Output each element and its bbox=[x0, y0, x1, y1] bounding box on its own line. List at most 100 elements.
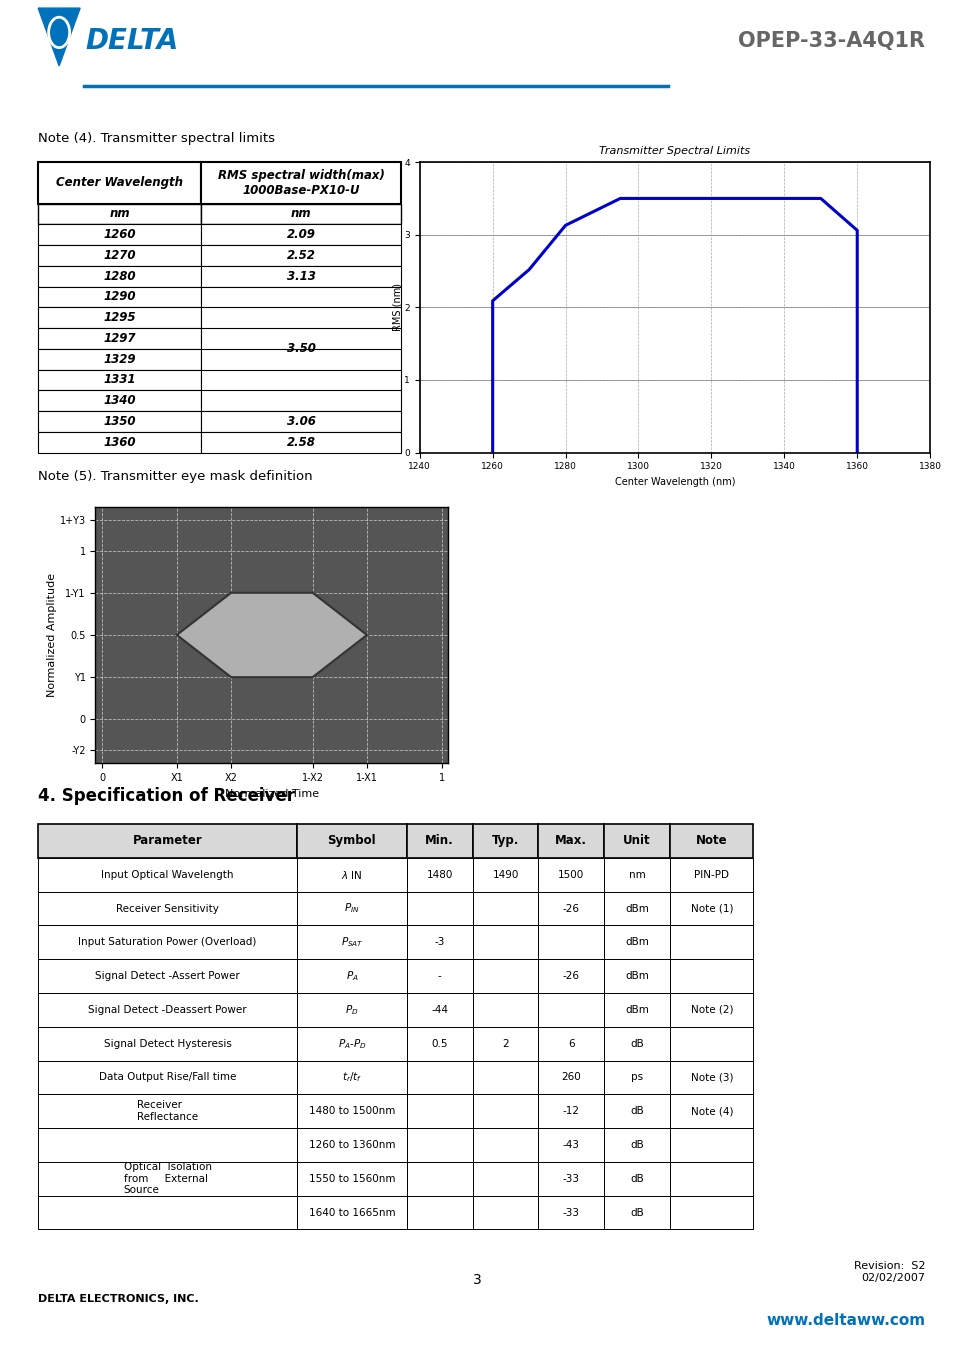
Bar bbox=[201, 162, 400, 204]
Text: Min.: Min. bbox=[425, 835, 454, 847]
Bar bbox=[669, 858, 753, 892]
Bar bbox=[38, 892, 296, 925]
Bar bbox=[537, 925, 603, 959]
Bar bbox=[38, 824, 296, 858]
Text: Note (1): Note (1) bbox=[690, 904, 732, 913]
Text: dB: dB bbox=[630, 1174, 643, 1183]
Bar bbox=[38, 1061, 296, 1094]
Bar bbox=[603, 858, 669, 892]
Bar bbox=[537, 858, 603, 892]
Text: 2: 2 bbox=[501, 1039, 508, 1048]
Text: Note (3): Note (3) bbox=[690, 1073, 732, 1082]
Bar bbox=[472, 1128, 537, 1162]
Text: -12: -12 bbox=[562, 1106, 579, 1116]
Bar bbox=[669, 824, 753, 858]
Text: 1340: 1340 bbox=[103, 394, 136, 407]
Text: Max.: Max. bbox=[555, 835, 587, 847]
Text: 2.52: 2.52 bbox=[286, 249, 315, 262]
Bar bbox=[406, 1162, 472, 1196]
Bar bbox=[669, 1128, 753, 1162]
Bar bbox=[669, 959, 753, 993]
Y-axis label: RMS (nm): RMS (nm) bbox=[393, 284, 402, 331]
Text: nm: nm bbox=[628, 870, 645, 880]
Text: dBm: dBm bbox=[624, 938, 648, 947]
Text: 4. Specification of Receiver: 4. Specification of Receiver bbox=[38, 786, 294, 805]
Bar bbox=[537, 892, 603, 925]
Text: OPEP-33-A4Q1R: OPEP-33-A4Q1R bbox=[738, 31, 924, 50]
Bar bbox=[201, 224, 400, 245]
X-axis label: Center Wavelength (nm): Center Wavelength (nm) bbox=[614, 477, 735, 486]
Text: dB: dB bbox=[630, 1039, 643, 1048]
Bar bbox=[201, 204, 400, 224]
Bar bbox=[406, 959, 472, 993]
Bar bbox=[537, 1196, 603, 1229]
Text: dB: dB bbox=[630, 1140, 643, 1150]
Bar bbox=[296, 959, 406, 993]
Bar bbox=[296, 1027, 406, 1061]
Text: Signal Detect Hysteresis: Signal Detect Hysteresis bbox=[104, 1039, 232, 1048]
Text: $P_A$-$P_D$: $P_A$-$P_D$ bbox=[337, 1036, 366, 1051]
Bar bbox=[603, 824, 669, 858]
Bar bbox=[406, 824, 472, 858]
Bar bbox=[669, 1027, 753, 1061]
Bar bbox=[669, 925, 753, 959]
Text: 3: 3 bbox=[472, 1273, 481, 1288]
Bar bbox=[603, 1094, 669, 1128]
Text: Input Optical Wavelength: Input Optical Wavelength bbox=[101, 870, 233, 880]
Title: Transmitter Spectral Limits: Transmitter Spectral Limits bbox=[598, 146, 750, 155]
Bar bbox=[603, 1061, 669, 1094]
Bar bbox=[472, 1061, 537, 1094]
Bar bbox=[296, 824, 406, 858]
Bar bbox=[472, 1162, 537, 1196]
Text: 1331: 1331 bbox=[103, 373, 136, 386]
Bar bbox=[406, 1027, 472, 1061]
Text: Receiver Sensitivity: Receiver Sensitivity bbox=[116, 904, 219, 913]
Bar bbox=[296, 1128, 406, 1162]
Bar bbox=[38, 308, 201, 328]
Bar bbox=[603, 1128, 669, 1162]
Text: -33: -33 bbox=[562, 1208, 579, 1217]
Bar bbox=[38, 286, 201, 308]
Bar bbox=[472, 858, 537, 892]
Text: Receiver
Reflectance: Receiver Reflectance bbox=[137, 1101, 198, 1121]
Bar bbox=[296, 1094, 406, 1128]
Text: -26: -26 bbox=[562, 971, 579, 981]
Text: Signal Detect -Assert Power: Signal Detect -Assert Power bbox=[95, 971, 240, 981]
Bar bbox=[38, 993, 296, 1027]
Bar bbox=[38, 245, 201, 266]
Text: dB: dB bbox=[630, 1106, 643, 1116]
Bar bbox=[603, 1027, 669, 1061]
Bar bbox=[603, 959, 669, 993]
Bar bbox=[406, 1061, 472, 1094]
Bar bbox=[603, 993, 669, 1027]
Bar bbox=[537, 1128, 603, 1162]
Text: Parameter: Parameter bbox=[132, 835, 202, 847]
Bar bbox=[38, 266, 201, 286]
Text: -26: -26 bbox=[562, 904, 579, 913]
Bar bbox=[537, 1094, 603, 1128]
Text: DELTA: DELTA bbox=[86, 27, 179, 54]
Text: 1297: 1297 bbox=[103, 332, 136, 345]
Bar bbox=[603, 925, 669, 959]
Text: 3.50: 3.50 bbox=[286, 342, 315, 355]
Text: -33: -33 bbox=[562, 1174, 579, 1183]
Bar bbox=[603, 1196, 669, 1229]
Text: 260: 260 bbox=[561, 1073, 580, 1082]
Bar bbox=[537, 1061, 603, 1094]
Bar bbox=[472, 925, 537, 959]
Text: Symbol: Symbol bbox=[327, 835, 375, 847]
Text: Input Saturation Power (Overload): Input Saturation Power (Overload) bbox=[78, 938, 256, 947]
Text: 1290: 1290 bbox=[103, 290, 136, 304]
Text: 2.09: 2.09 bbox=[286, 228, 315, 242]
Text: Note (2): Note (2) bbox=[690, 1005, 732, 1015]
Bar bbox=[537, 993, 603, 1027]
Bar bbox=[472, 993, 537, 1027]
Text: $\lambda$ IN: $\lambda$ IN bbox=[341, 869, 362, 881]
Bar bbox=[38, 1027, 296, 1061]
Bar bbox=[406, 993, 472, 1027]
Bar bbox=[38, 959, 296, 993]
Text: 1295: 1295 bbox=[103, 311, 136, 324]
Text: Note: Note bbox=[696, 835, 727, 847]
Text: $t_r/t_f$: $t_r/t_f$ bbox=[341, 1070, 362, 1085]
Bar bbox=[537, 1162, 603, 1196]
